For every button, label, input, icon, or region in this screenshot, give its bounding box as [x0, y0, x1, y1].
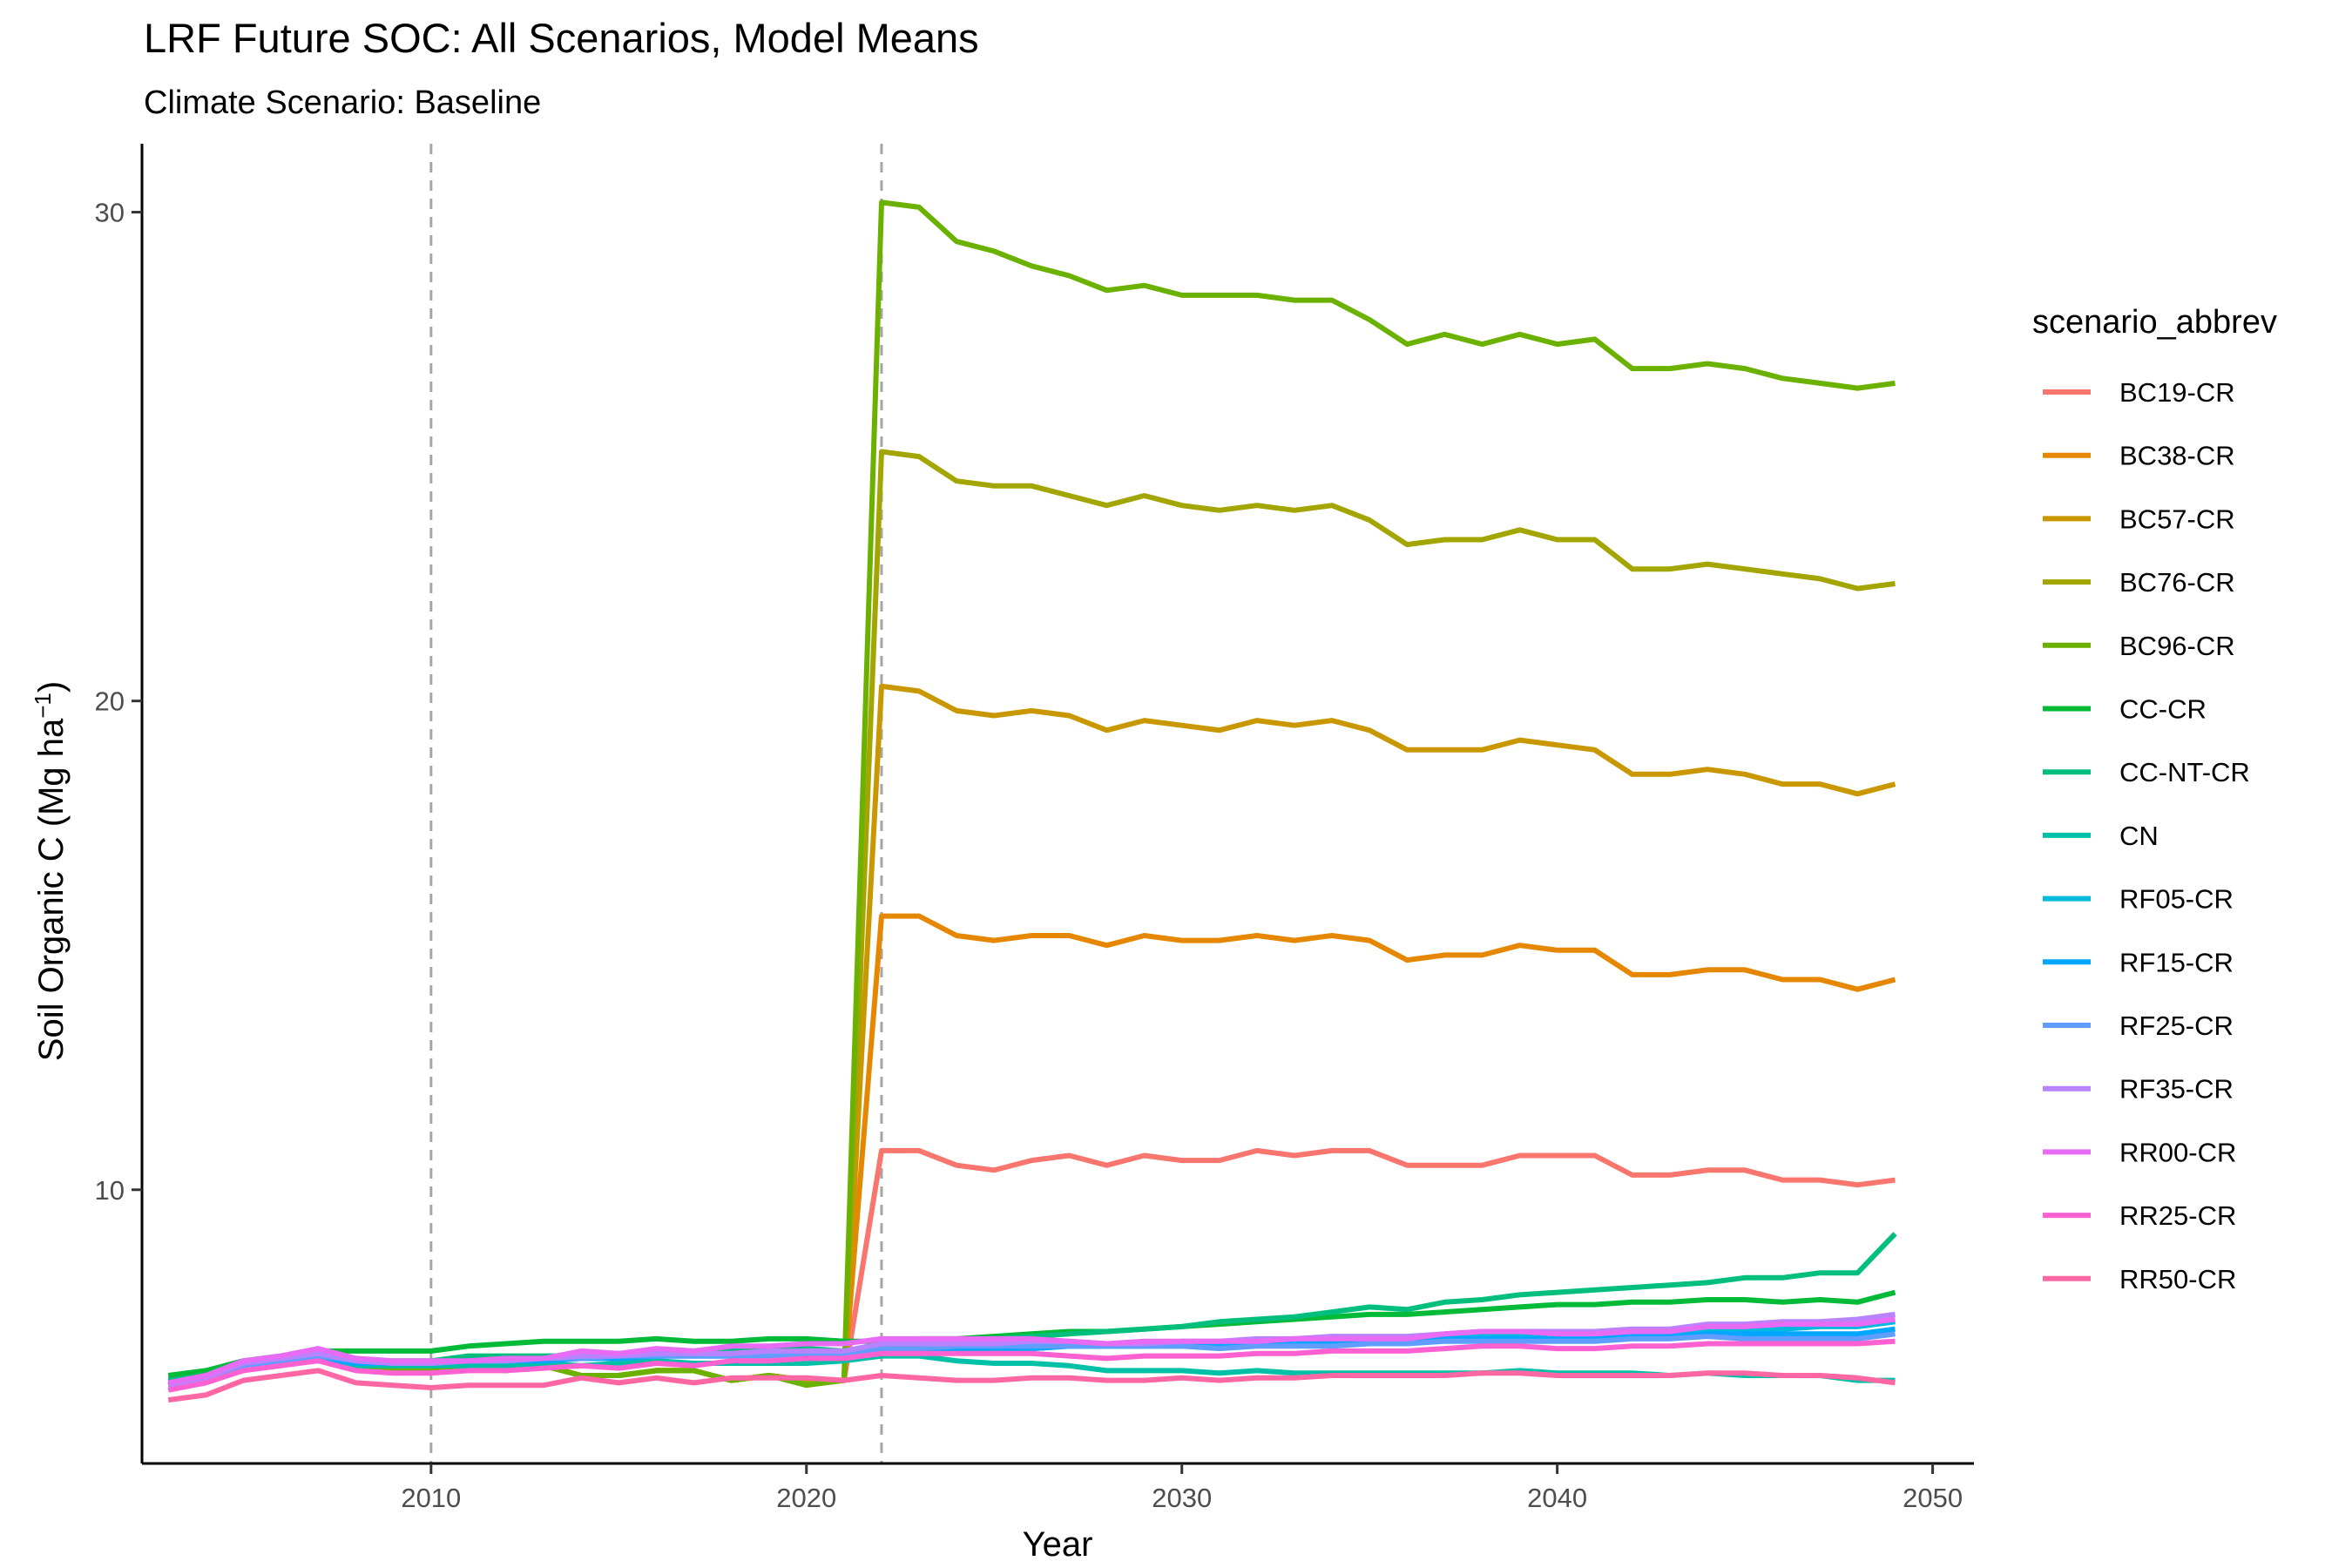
legend-item-bc38-cr: BC38-CR: [2043, 441, 2235, 471]
chart-title: LRF Future SOC: All Scenarios, Model Mea…: [144, 15, 979, 61]
legend-label: CC-CR: [2119, 694, 2207, 725]
y-axis-ticks: 10 20 30: [95, 198, 142, 1206]
reference-lines: [429, 144, 883, 1463]
legend-item-rr25-cr: RR25-CR: [2043, 1200, 2236, 1231]
x-tick-label: 2050: [1903, 1483, 1963, 1513]
legend-item-rf35-cr: RF35-CR: [2043, 1074, 2234, 1105]
series-line-rr50-cr: [167, 1368, 1896, 1403]
legend-item-rf25-cr: RF25-CR: [2043, 1010, 2234, 1041]
legend-item-cn: CN: [2043, 821, 2159, 851]
y-axis-title: Soil Organic C (Mg ha−1): [30, 681, 71, 1061]
legend-label: RF05-CR: [2119, 884, 2234, 915]
legend-item-bc96-cr: BC96-CR: [2043, 631, 2235, 661]
series-line-bc96-cr: [167, 199, 1896, 1389]
y-axis-title-main: Soil Organic C (Mg ha: [32, 718, 71, 1061]
y-tick-label: 30: [95, 198, 125, 228]
legend-item-rr00-cr: RR00-CR: [2043, 1137, 2236, 1167]
x-tick-label: 2010: [401, 1483, 461, 1513]
series-lines: [167, 199, 1897, 1403]
y-tick-label: 10: [95, 1175, 125, 1206]
legend-title: scenario_abbrev: [2032, 304, 2277, 341]
legend-label: CC-NT-CR: [2119, 757, 2250, 787]
legend: scenario_abbrev BC19-CR BC38-CR BC57-CR BC7…: [2032, 304, 2277, 1294]
legend-item-rf05-cr: RF05-CR: [2043, 884, 2234, 915]
legend-item-rr50-cr: RR50-CR: [2043, 1264, 2236, 1294]
series-line-rr00-cr: [167, 1316, 1896, 1386]
legend-label: RF15-CR: [2119, 947, 2234, 977]
legend-label: RF35-CR: [2119, 1074, 2234, 1105]
x-tick-label: 2020: [776, 1483, 836, 1513]
legend-label: RR00-CR: [2119, 1137, 2236, 1167]
legend-label: CN: [2119, 821, 2159, 851]
legend-label: BC19-CR: [2119, 377, 2235, 408]
series-line-bc76-cr: [167, 449, 1896, 1389]
chart-subtitle: Climate Scenario: Baseline: [144, 84, 541, 121]
legend-label: BC76-CR: [2119, 567, 2235, 598]
x-axis-ticks: 2010 2020 2030 2040 2050: [401, 1463, 1963, 1513]
legend-label: BC96-CR: [2119, 631, 2235, 661]
x-axis-title: Year: [1023, 1525, 1093, 1564]
y-axis-title-unit-superscript: −1: [30, 693, 56, 719]
legend-label: BC57-CR: [2119, 504, 2235, 534]
legend-item-cc-cr: CC-CR: [2043, 694, 2207, 725]
legend-item-bc19-cr: BC19-CR: [2043, 377, 2235, 408]
y-axis-title-close: ): [32, 681, 71, 693]
legend-label: RR50-CR: [2119, 1264, 2236, 1294]
series-line-bc38-cr: [167, 913, 1896, 1389]
legend-item-bc57-cr: BC57-CR: [2043, 504, 2235, 534]
legend-label: RF25-CR: [2119, 1010, 2234, 1041]
legend-item-rf15-cr: RF15-CR: [2043, 947, 2234, 977]
x-tick-label: 2040: [1527, 1483, 1587, 1513]
y-tick-label: 20: [95, 686, 125, 717]
x-tick-label: 2030: [1152, 1483, 1212, 1513]
legend-label: BC38-CR: [2119, 441, 2235, 471]
legend-items: BC19-CR BC38-CR BC57-CR BC76-CR BC96-CR CC-CR…: [2043, 377, 2250, 1294]
series-line-bc57-cr: [167, 683, 1896, 1389]
legend-item-bc76-cr: BC76-CR: [2043, 567, 2235, 598]
legend-item-cc-nt-cr: CC-NT-CR: [2043, 757, 2250, 787]
legend-label: RR25-CR: [2119, 1200, 2236, 1231]
series-line-rr25-cr: [167, 1338, 1896, 1393]
